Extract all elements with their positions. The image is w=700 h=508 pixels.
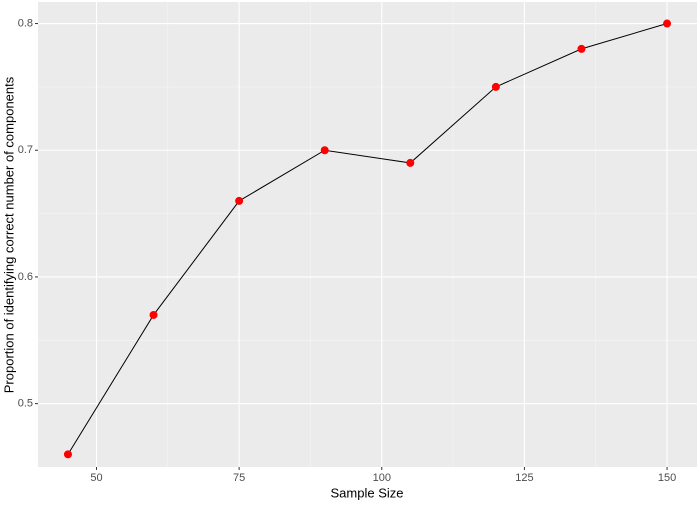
point — [149, 310, 158, 319]
y-axis-title: Proportion of identifying correct number… — [1, 76, 16, 393]
y-tick-label: 0.5 — [18, 398, 33, 410]
point — [491, 82, 500, 91]
point — [406, 158, 415, 167]
panel — [38, 2, 697, 467]
point — [235, 196, 244, 205]
point — [577, 44, 586, 53]
x-axis-title: Sample Size — [331, 485, 404, 500]
line — [67, 23, 668, 455]
x-tick-label: 100 — [373, 472, 391, 484]
y-tick-label: 0.8 — [18, 17, 33, 29]
x-tick-label: 125 — [515, 472, 533, 484]
point — [663, 19, 672, 28]
point — [63, 450, 72, 459]
point — [320, 146, 329, 155]
x-tick-label: 75 — [233, 472, 245, 484]
x-tick-label: 150 — [658, 472, 676, 484]
x-tick-label: 50 — [90, 472, 102, 484]
y-tick-label: 0.7 — [18, 144, 33, 156]
y-tick-label: 0.6 — [18, 271, 33, 283]
